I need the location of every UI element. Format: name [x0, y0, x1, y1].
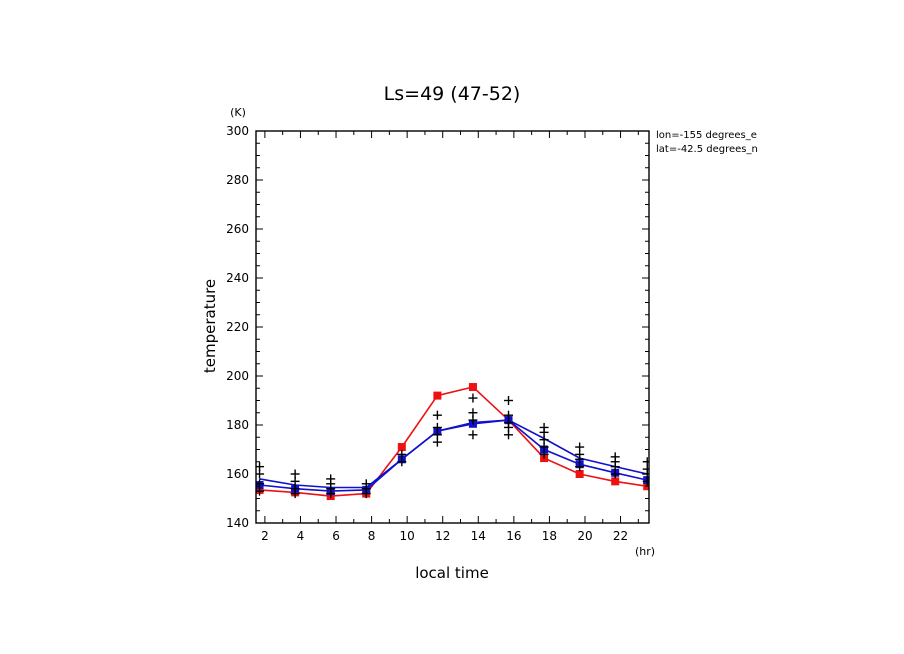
x-tick-label: 8	[368, 529, 376, 543]
scatter-point	[504, 396, 514, 405]
series-1-point	[611, 477, 620, 486]
x-tick-label: 4	[297, 529, 305, 543]
scatter-point	[504, 430, 514, 440]
scatter-point	[610, 469, 620, 479]
y-tick-label: 260	[226, 222, 249, 236]
y-tick-label: 300	[226, 124, 249, 138]
y-tick-label: 240	[226, 271, 249, 285]
scatter-point	[432, 437, 442, 447]
series-1-point	[397, 443, 406, 452]
series-line-3	[259, 419, 648, 489]
x-tick-label: 2	[261, 529, 269, 543]
chart-title: Ls=49 (47-52)	[384, 83, 521, 105]
axes-layer: 140 160 180 200 220 240 260 280 300 2 4 6 8 10 12 14 16 1…	[226, 124, 650, 543]
x-tick-label: 18	[542, 529, 557, 543]
series-1-point	[468, 383, 477, 392]
series-line-1	[259, 386, 648, 497]
scatter-point	[539, 449, 549, 459]
scatter-point	[468, 393, 478, 403]
series-1-point	[433, 391, 442, 400]
annotation-lat: lat=-42.5 degrees_n	[656, 144, 758, 155]
y-axis-title: temperature	[201, 279, 219, 373]
y-tick-label: 180	[226, 418, 249, 432]
scatter-point	[642, 476, 649, 486]
scatter-point	[575, 462, 585, 472]
y-tick-label: 280	[226, 173, 249, 187]
y-unit-label: (K)	[230, 106, 246, 119]
scatter-point	[432, 410, 442, 420]
series-1-point	[575, 470, 584, 478]
y-tick-label: 160	[226, 467, 249, 481]
x-axis-title: local time	[415, 564, 489, 582]
y-tick-label: 220	[226, 320, 249, 334]
x-tick-label: 20	[577, 529, 592, 543]
scatter-point	[326, 489, 336, 499]
series-layer	[256, 383, 649, 501]
y-tick-label: 200	[226, 369, 249, 383]
x-tick-label: 22	[613, 529, 628, 543]
scatter-layer	[256, 393, 649, 499]
x-tick-label: 10	[400, 529, 415, 543]
x-unit-label: (hr)	[635, 545, 655, 558]
series-line-2	[259, 419, 648, 492]
scatter-point	[397, 457, 407, 467]
x-tick-label: 6	[332, 529, 340, 543]
y-tick-label: 140	[226, 516, 249, 530]
series-2-point	[643, 476, 649, 485]
x-tick-label: 16	[506, 529, 521, 543]
plot-frame	[255, 130, 650, 524]
scatter-point	[468, 430, 478, 440]
x-tick-label: 14	[471, 529, 486, 543]
annotation-lon: lon=-155 degrees_e	[656, 130, 757, 141]
scatter-point	[361, 489, 371, 499]
scatter-point	[468, 415, 478, 425]
scatter-point	[290, 489, 300, 499]
x-tick-label: 12	[435, 529, 450, 543]
